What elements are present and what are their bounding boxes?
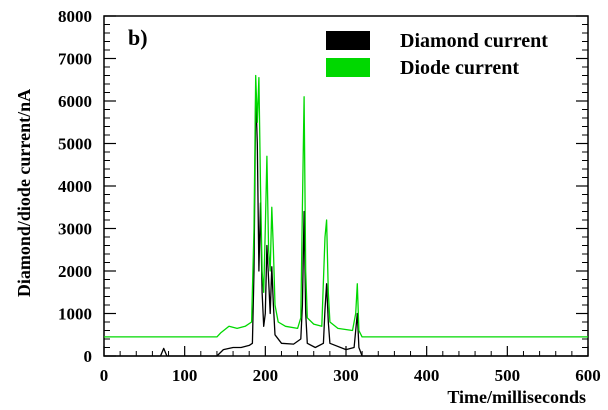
series-line-diamond — [104, 91, 588, 357]
x-tick-label: 200 — [253, 366, 279, 385]
x-tick-label: 300 — [333, 366, 359, 385]
legend-swatch-diode — [326, 58, 370, 77]
series-line-diode — [104, 74, 588, 338]
x-tick-label: 100 — [172, 366, 198, 385]
legend: Diamond current Diode current — [326, 30, 548, 79]
y-axis-label: Diamond/diode current/nA — [14, 89, 34, 297]
series-layer — [104, 74, 588, 357]
panel-label: b) — [128, 25, 148, 50]
x-tick-label: 0 — [100, 366, 109, 385]
plot-area: 0 100 200 300 400 500 600010002000300040005000… — [58, 7, 601, 385]
x-axis-label: Time/milliseconds — [447, 387, 586, 407]
y-tick-label: 1000 — [58, 305, 92, 324]
y-tick-label: 0 — [84, 347, 93, 366]
legend-label-diode: Diode current — [400, 57, 519, 79]
legend-label-diamond: Diamond current — [400, 30, 548, 52]
ticks-layer: 0 100 200 300 400 500 600010002000300040005000… — [58, 7, 601, 385]
y-tick-label: 7000 — [58, 50, 92, 69]
y-tick-label: 6000 — [58, 92, 92, 111]
y-tick-label: 8000 — [58, 7, 92, 26]
y-tick-label: 3000 — [58, 220, 92, 239]
y-tick-label: 4000 — [58, 177, 92, 196]
x-tick-label: 500 — [495, 366, 521, 385]
x-tick-label: 400 — [414, 366, 440, 385]
y-tick-label: 2000 — [58, 262, 92, 281]
x-tick-label: 600 — [575, 366, 601, 385]
y-tick-label: 5000 — [58, 135, 92, 154]
legend-swatch-diamond — [326, 31, 370, 50]
